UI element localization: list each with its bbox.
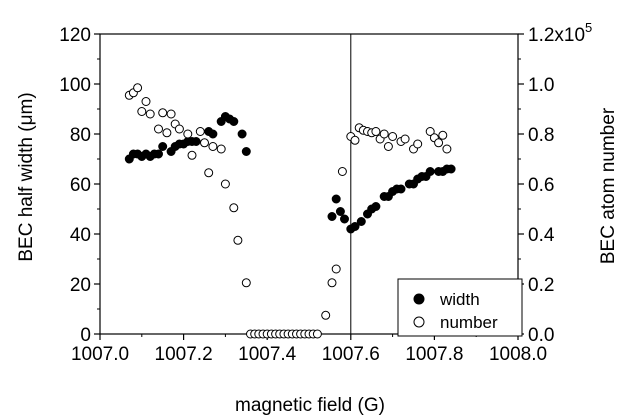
series-number — [124, 83, 452, 339]
series-layer — [124, 83, 456, 339]
point-number — [350, 135, 360, 145]
point-number — [371, 127, 381, 136]
x-tick-label: 1007.8 — [405, 344, 463, 365]
legend-label-number: number — [440, 313, 498, 332]
series-width — [124, 112, 456, 234]
point-width — [158, 142, 168, 151]
point-width — [356, 217, 366, 226]
point-number — [434, 138, 444, 148]
y-left-tick-label: 40 — [70, 225, 91, 246]
x-tick-label: 1007.4 — [238, 344, 297, 365]
y-axis-right-ticks: 0.0 0.2 0.4 0.6 0.8 1.0 1.2x105 — [518, 20, 592, 346]
point-width — [241, 147, 251, 156]
point-number — [204, 168, 214, 178]
y-axis-left-title: BEC half width (μm) — [16, 92, 37, 261]
point-number — [141, 97, 151, 106]
x-tick-label: 1008.0 — [489, 344, 547, 365]
legend-marker-number — [413, 316, 425, 328]
point-number — [312, 329, 322, 339]
point-width — [154, 149, 163, 159]
point-number — [166, 109, 176, 119]
point-width — [229, 117, 239, 126]
point-number — [327, 278, 337, 288]
point-number — [413, 139, 423, 149]
point-number — [383, 142, 393, 151]
point-number — [187, 150, 197, 160]
x-axis-title: magnetic field (G) — [235, 395, 385, 416]
point-number — [133, 83, 143, 93]
y-axis-right-title: BEC atom number — [598, 107, 619, 264]
point-number — [145, 109, 155, 119]
point-number — [216, 144, 226, 154]
point-width — [331, 194, 341, 204]
legend-marker-width — [413, 293, 425, 305]
y-right-tick-label: 1.0 — [528, 75, 554, 96]
y-right-tick-label: 0.4 — [528, 225, 555, 246]
y-right-tick-label: 0.6 — [528, 175, 554, 196]
point-number — [331, 264, 341, 274]
point-number — [438, 130, 448, 140]
y-left-tick-label: 0 — [80, 325, 91, 346]
point-number — [154, 124, 163, 134]
point-number — [379, 129, 389, 139]
point-number — [388, 132, 398, 141]
point-number — [400, 134, 410, 144]
point-number — [442, 144, 452, 154]
point-width — [327, 212, 337, 221]
point-number — [183, 129, 193, 139]
point-width — [371, 202, 381, 211]
point-number — [241, 278, 251, 288]
y-left-tick-label: 20 — [70, 275, 91, 296]
point-number — [425, 127, 435, 136]
point-width — [208, 129, 218, 139]
x-tick-label: 1007.0 — [71, 344, 129, 365]
point-number — [200, 138, 209, 148]
point-number — [337, 167, 347, 176]
point-number — [208, 142, 218, 151]
point-width — [425, 167, 435, 176]
y-left-tick-label: 80 — [70, 125, 91, 146]
point-width — [396, 184, 406, 194]
x-tick-label: 1007.6 — [322, 344, 380, 365]
y-axis-left-ticks: 0 20 40 60 80 100 120 — [59, 25, 100, 346]
point-number — [158, 108, 168, 118]
y-right-tick-label: 0.2 — [528, 275, 554, 296]
y-right-tick-label: 0.8 — [528, 125, 554, 146]
y-left-tick-label: 120 — [59, 25, 91, 46]
legend-label-width: width — [439, 290, 480, 309]
point-number — [137, 107, 147, 116]
y-left-tick-label: 100 — [59, 75, 91, 96]
legend: width number — [397, 278, 523, 337]
y-left-tick-label: 60 — [70, 175, 91, 196]
point-width — [340, 214, 349, 224]
y-right-tick-label: 0.0 — [528, 325, 554, 346]
x-axis-ticks: 1007.0 1007.2 1007.4 1007.6 1007.8 1008.0 — [71, 334, 547, 365]
point-number — [162, 128, 172, 138]
point-number — [229, 203, 239, 213]
point-number — [174, 124, 184, 134]
point-width — [237, 129, 247, 139]
x-tick-label: 1007.2 — [155, 344, 213, 365]
point-width — [446, 164, 456, 174]
point-number — [195, 127, 205, 136]
point-width — [350, 222, 360, 231]
point-width — [191, 137, 201, 146]
point-number — [321, 310, 331, 320]
y-right-exponent: 5 — [585, 20, 592, 35]
point-number — [233, 235, 243, 245]
point-number — [220, 179, 230, 189]
point-width — [335, 207, 345, 216]
y-right-tick-label: 1.2x105 — [528, 20, 592, 46]
